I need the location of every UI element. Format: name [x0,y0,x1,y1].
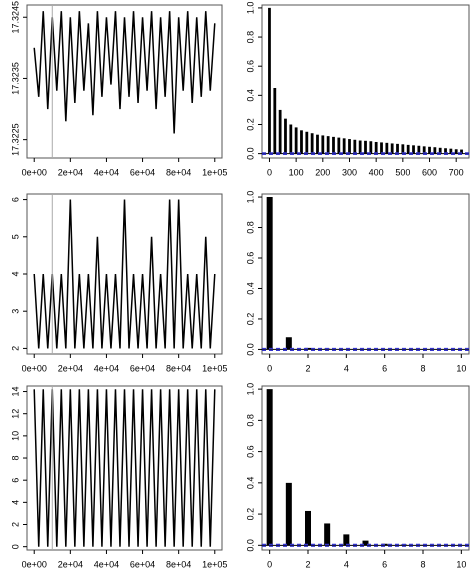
x-tick-label: 400 [369,167,384,177]
y-tick-label: 8 [10,456,20,461]
x-tick-label: 8e+04 [166,363,191,373]
x-tick-label: 10 [456,559,466,569]
y-tick-label: 0.8 [245,221,255,234]
y-tick-label: 0.0 [245,147,255,160]
x-tick-label: 2e+04 [58,167,83,177]
y-tick-label: 0.8 [245,31,255,44]
y-tick-label: 17.3225 [10,123,20,156]
y-tick-label: 17.3245 [10,1,20,34]
x-tick-label: 4 [344,363,349,373]
x-tick-label: 0 [267,167,272,177]
x-tick-label: 8e+04 [166,167,191,177]
x-tick-label: 300 [342,167,357,177]
plot-frame [261,193,470,355]
x-tick-label: 6 [382,363,387,373]
x-tick-label: 8 [420,559,425,569]
trace-line [33,11,216,134]
x-tick-label: 6e+04 [130,363,155,373]
y-tick-label: 0.8 [245,414,255,427]
y-tick-label: 2 [10,522,20,527]
y-tick-label: 0.4 [245,282,255,295]
x-tick-label: 4e+04 [94,363,119,373]
x-tick-label: 100 [289,167,304,177]
y-tick-label: 6 [10,478,20,483]
x-tick-label: 0e+00 [22,363,47,373]
x-tick-label: 1e+05 [202,559,227,569]
x-tick-label: 0 [267,559,272,569]
x-tick-label: 200 [315,167,330,177]
x-tick-label: 0e+00 [22,167,47,177]
x-tick-label: 1e+05 [202,167,227,177]
y-tick-label: 0.2 [245,313,255,326]
y-tick-label: 17.3235 [10,62,20,95]
x-tick-label: 700 [449,167,464,177]
y-tick-label: 1.0 [245,383,255,396]
x-tick-label: 4 [344,559,349,569]
x-tick-label: 0e+00 [22,559,47,569]
y-tick-label: 0.4 [245,477,255,490]
x-tick-label: 6e+04 [130,559,155,569]
x-tick-label: 0 [267,363,272,373]
y-tick-label: 14 [10,387,20,397]
x-tick-label: 8 [420,363,425,373]
y-tick-label: 1.0 [245,2,255,15]
x-tick-label: 2e+04 [58,363,83,373]
x-tick-label: 4e+04 [94,559,119,569]
y-tick-label: 0.6 [245,252,255,265]
x-tick-label: 2 [305,363,310,373]
y-tick-label: 3 [10,309,20,314]
x-tick-label: 500 [395,167,410,177]
y-tick-label: 0.4 [245,89,255,102]
y-tick-label: 0.0 [245,539,255,552]
plot-frame [26,4,223,159]
x-tick-label: 8e+04 [166,559,191,569]
plot-frame [26,385,223,551]
trace-line [33,389,216,547]
x-tick-label: 6 [382,559,387,569]
x-tick-label: 1e+05 [202,363,227,373]
y-tick-label: 0.2 [245,118,255,131]
y-tick-label: 0.2 [245,508,255,521]
y-tick-label: 5 [10,234,20,239]
y-tick-label: 0.0 [245,343,255,356]
y-tick-label: 6 [10,197,20,202]
trace-line [33,199,216,349]
y-tick-label: 0 [10,544,20,549]
y-tick-label: 4 [10,500,20,505]
y-tick-label: 1.0 [245,191,255,204]
x-tick-label: 2e+04 [58,559,83,569]
y-tick-label: 4 [10,271,20,276]
x-tick-label: 6e+04 [130,167,155,177]
x-tick-label: 2 [305,559,310,569]
y-tick-label: 10 [10,431,20,441]
x-tick-label: 4e+04 [94,167,119,177]
y-tick-label: 0.6 [245,445,255,458]
y-tick-label: 0.6 [245,60,255,73]
x-tick-label: 600 [422,167,437,177]
x-tick-label: 10 [456,363,466,373]
y-tick-label: 2 [10,346,20,351]
y-tick-label: 12 [10,409,20,419]
plot-frame [261,385,470,551]
plot-frame [261,4,470,159]
